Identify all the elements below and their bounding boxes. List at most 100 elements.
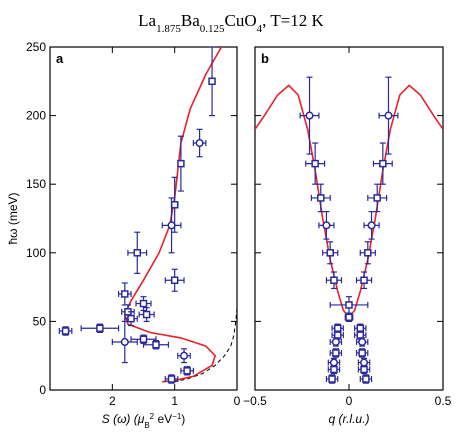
square-marker: [133, 249, 142, 257]
data-point: [325, 271, 343, 290]
square-marker: [152, 340, 160, 349]
panel-b-points: [299, 76, 399, 384]
y-tick-label: 200: [26, 109, 46, 123]
square-marker: [333, 331, 342, 339]
circle-marker: [305, 111, 314, 120]
data-point: [142, 340, 170, 350]
x-tick-label: 0: [346, 394, 353, 408]
square-marker: [170, 201, 179, 209]
data-point: [164, 374, 179, 384]
data-point: [305, 142, 326, 185]
square-marker: [362, 375, 370, 383]
data-point: [177, 135, 185, 192]
y-tick-label: 50: [33, 314, 47, 328]
data-point: [329, 296, 369, 314]
square-marker: [356, 324, 365, 333]
square-marker: [183, 367, 191, 375]
data-point: [372, 142, 393, 185]
fit-curve: [255, 84, 443, 319]
data-point: [322, 241, 339, 265]
circle-marker: [384, 111, 393, 120]
data-point: [124, 311, 138, 327]
circle-marker: [358, 337, 367, 347]
x-tick-label: −0.5: [243, 394, 267, 408]
data-point: [135, 296, 152, 312]
square-marker: [61, 327, 70, 335]
data-point: [325, 374, 339, 384]
circle-marker: [359, 358, 369, 367]
data-point: [359, 374, 373, 384]
square-marker: [360, 276, 368, 284]
square-marker: [330, 365, 338, 374]
square-marker: [364, 249, 372, 257]
data-point: [161, 197, 182, 254]
circle-marker: [195, 138, 204, 148]
square-marker: [358, 349, 366, 357]
x-tick-label: 0.5: [435, 394, 452, 408]
dashed-curve: [168, 307, 238, 384]
panel-b-ticks: −0.5 0 0.5: [243, 46, 452, 408]
panel-b-curves: [255, 84, 443, 319]
square-marker: [127, 314, 135, 323]
data-point: [138, 307, 155, 322]
square-marker: [345, 301, 353, 309]
square-marker: [379, 159, 387, 168]
data-point: [318, 211, 335, 240]
data-point: [367, 183, 388, 213]
data-point: [80, 323, 120, 333]
square-marker: [208, 77, 216, 86]
data-point: [355, 337, 369, 347]
data-point: [359, 241, 376, 265]
data-point: [327, 357, 341, 368]
y-tick-label: 100: [26, 246, 46, 260]
data-point: [117, 282, 132, 306]
data-point: [177, 348, 191, 364]
figure-title: La1.875Ba0.125CuO4, T=12 K: [138, 11, 324, 35]
square-marker: [96, 324, 104, 333]
circle-marker: [367, 221, 376, 230]
square-marker: [333, 324, 342, 333]
data-point: [180, 366, 194, 376]
circle-marker: [120, 337, 129, 347]
circle-marker: [331, 337, 340, 347]
data-point: [329, 348, 343, 358]
data-point: [299, 76, 320, 155]
data-point: [310, 183, 331, 213]
square-marker: [326, 249, 334, 257]
y-tick-label: 0: [39, 383, 46, 397]
data-point: [355, 271, 373, 290]
panel-b-xlabel: q (r.l.u.): [329, 412, 370, 426]
square-marker: [142, 310, 151, 319]
square-marker: [360, 365, 368, 374]
y-tick-label: 150: [26, 177, 46, 191]
square-marker: [332, 349, 340, 357]
panel-a-label: a: [56, 51, 64, 66]
data-point: [164, 268, 185, 292]
data-point: [329, 337, 343, 347]
circle-marker: [179, 351, 189, 360]
data-point: [58, 326, 73, 336]
data-point: [111, 320, 138, 364]
x-tick-label: 0: [234, 394, 241, 408]
data-point: [378, 76, 399, 155]
square-marker: [328, 375, 336, 383]
square-marker: [170, 276, 179, 284]
circle-marker: [167, 221, 176, 230]
x-tick-label: 2: [109, 394, 116, 408]
panel-a-points: [58, 46, 216, 384]
panel-b: −0.5 0 0.5 b q (r.l.u.): [243, 46, 452, 426]
panel-a-ylabel: ħω (meV): [6, 192, 20, 244]
panel-a-frame: [49, 46, 238, 391]
x-tick-label: 1: [171, 394, 178, 408]
data-point: [363, 211, 380, 240]
square-marker: [139, 299, 148, 308]
data-point: [357, 357, 371, 368]
data-point: [208, 46, 216, 117]
square-marker: [373, 194, 381, 202]
data-point: [192, 128, 207, 158]
square-marker: [311, 159, 319, 168]
square-marker: [317, 194, 325, 202]
